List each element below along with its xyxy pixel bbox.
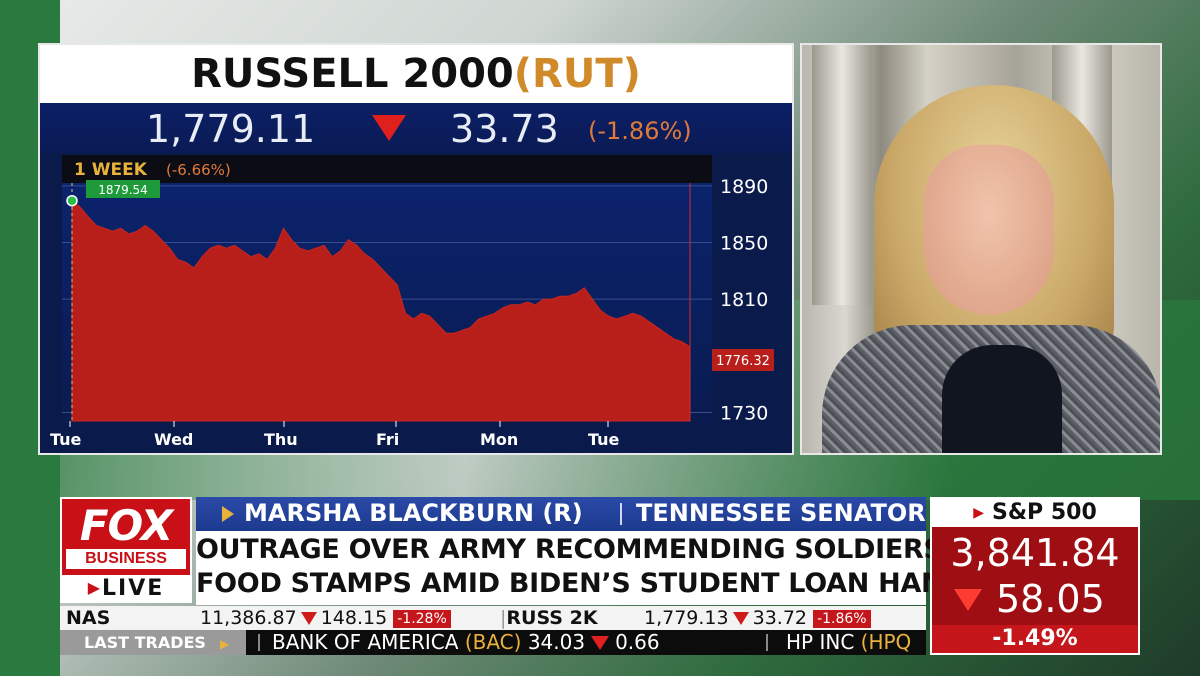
chart-panel: RUSSELL 2000(RUT) 1,779.11 33.73 (-1.86%… (38, 43, 794, 455)
down-arrow-icon (300, 612, 317, 625)
background-column (812, 45, 872, 305)
high-marker-icon (66, 194, 78, 207)
x-tick-label: Mon (480, 430, 518, 449)
logo-sub: BUSINESS (66, 549, 186, 569)
guest-title: TENNESSEE SENATOR (636, 499, 926, 527)
ticker-value: 1,779.13 (644, 607, 729, 629)
period-pct: (-6.66%) (166, 161, 231, 179)
ticker-pct: -1.28% (393, 610, 451, 628)
sp500-change-pct: -1.49% (932, 625, 1138, 653)
guest-name-bar: MARSHA BLACKBURN (R) TENNESSEE SENATOR (196, 497, 926, 531)
sp500-change: 58.05 (996, 577, 1105, 621)
high-label: 1879.54 (98, 183, 148, 197)
index-name: RUSSELL 2000 (191, 51, 514, 97)
ticker-symbol: NAS (66, 607, 111, 629)
trade-symbol: (HPQ (860, 630, 912, 654)
trade-symbol: (BAC) (464, 630, 522, 654)
headline-line-1: OUTRAGE OVER ARMY RECOMMENDING SOLDIERS … (196, 534, 1051, 565)
sp500-label: S&P 500 (992, 500, 1097, 525)
down-arrow-icon (372, 115, 406, 141)
ticker-change: 148.15 (320, 607, 388, 629)
divider (258, 634, 260, 651)
logo-main: FOX (79, 501, 173, 550)
ticker-symbol: RUSS 2K (506, 607, 598, 629)
guest-shirt (942, 345, 1062, 453)
headline: OUTRAGE OVER ARMY RECOMMENDING SOLDIERS … (196, 531, 1051, 605)
price-area (71, 199, 691, 422)
period-bar (62, 155, 712, 183)
play-icon: ▶ (973, 505, 985, 521)
divider (766, 634, 768, 651)
x-tick-label: Wed (154, 430, 193, 449)
last-trades-label: LAST TRADES ▶ (60, 630, 246, 655)
sp500-box: ▶ S&P 500 3,841.84 58.05 -1.49% (930, 497, 1140, 655)
y-tick-label: 1730 (720, 403, 768, 425)
chart-title: RUSSELL 2000(RUT) (40, 45, 792, 103)
period-label: 1 WEEK (74, 160, 148, 180)
high-badge (86, 180, 160, 198)
down-arrow-icon (591, 636, 610, 650)
last-price-label: 1776.32 (716, 354, 770, 369)
divider: | (500, 607, 507, 629)
ticker-item: 1,779.13 33.72 -1.86% (644, 606, 871, 630)
x-tick-label: Fri (376, 430, 399, 449)
x-tick-label: Tue (50, 430, 82, 449)
live-badge: ▶LIVE (62, 575, 190, 601)
trade-name: HP INC (786, 630, 855, 654)
play-icon: ▶ (87, 578, 103, 597)
sp500-value: 3,841.84 (950, 531, 1120, 575)
ticker-pct: -1.86% (813, 610, 871, 628)
index-price: 1,779.11 (146, 107, 316, 151)
play-icon: ▶ (219, 637, 230, 651)
live-label: LIVE (102, 576, 165, 601)
guest-video (800, 43, 1162, 455)
index-ticker: NAS 11,386.87 148.15 -1.28% |RUSS 2K 1,77… (60, 606, 926, 630)
ticker-value: 11,386.87 (200, 607, 297, 629)
trade-change: 0.66 (615, 630, 660, 654)
down-arrow-icon (732, 612, 749, 625)
trade-name: BANK OF AMERICA (272, 630, 459, 654)
sp500-header: ▶ S&P 500 (932, 499, 1138, 527)
index-change-pct: (-1.86%) (588, 117, 692, 145)
quote-row: 1,779.11 33.73 (-1.86%) (40, 103, 792, 153)
price-chart: 1 WEEK (-6.66%) 1879.54 1776.32 1890 1850… (50, 155, 774, 449)
ticker-item: 11,386.87 148.15 -1.28% (200, 606, 451, 630)
guest-face (924, 145, 1054, 315)
x-tick-label: Tue (588, 430, 620, 449)
index-change: 33.73 (450, 107, 559, 151)
guest-name: MARSHA BLACKBURN (R) (244, 499, 583, 527)
trade-value: 34.03 (527, 630, 586, 654)
ticker-item: |RUSS 2K (500, 606, 598, 630)
y-tick-label: 1850 (720, 233, 768, 255)
trade-item: HP INC (HPQ (786, 630, 911, 655)
headline-line-2: FOOD STAMPS AMID BIDEN’S STUDENT LOAN HA… (196, 568, 1028, 599)
index-symbol: (RUT) (513, 51, 641, 97)
ticker-item: NAS (66, 606, 110, 630)
play-icon (222, 506, 234, 522)
y-tick-label: 1890 (720, 176, 768, 198)
last-trades-text: LAST TRADES (84, 633, 206, 652)
y-tick-label: 1810 (720, 289, 768, 311)
trade-item: BANK OF AMERICA (BAC) 34.03 0.66 (272, 630, 660, 655)
down-arrow-icon (954, 589, 982, 611)
x-tick-label: Thu (264, 430, 298, 449)
ticker-change: 33.72 (752, 607, 808, 629)
last-price-badge (712, 349, 774, 371)
divider (620, 503, 622, 525)
network-logo: FOX BUSINESS ▶LIVE (60, 497, 192, 603)
last-trades-ticker: LAST TRADES ▶ BANK OF AMERICA (BAC) 34.03… (60, 630, 926, 655)
